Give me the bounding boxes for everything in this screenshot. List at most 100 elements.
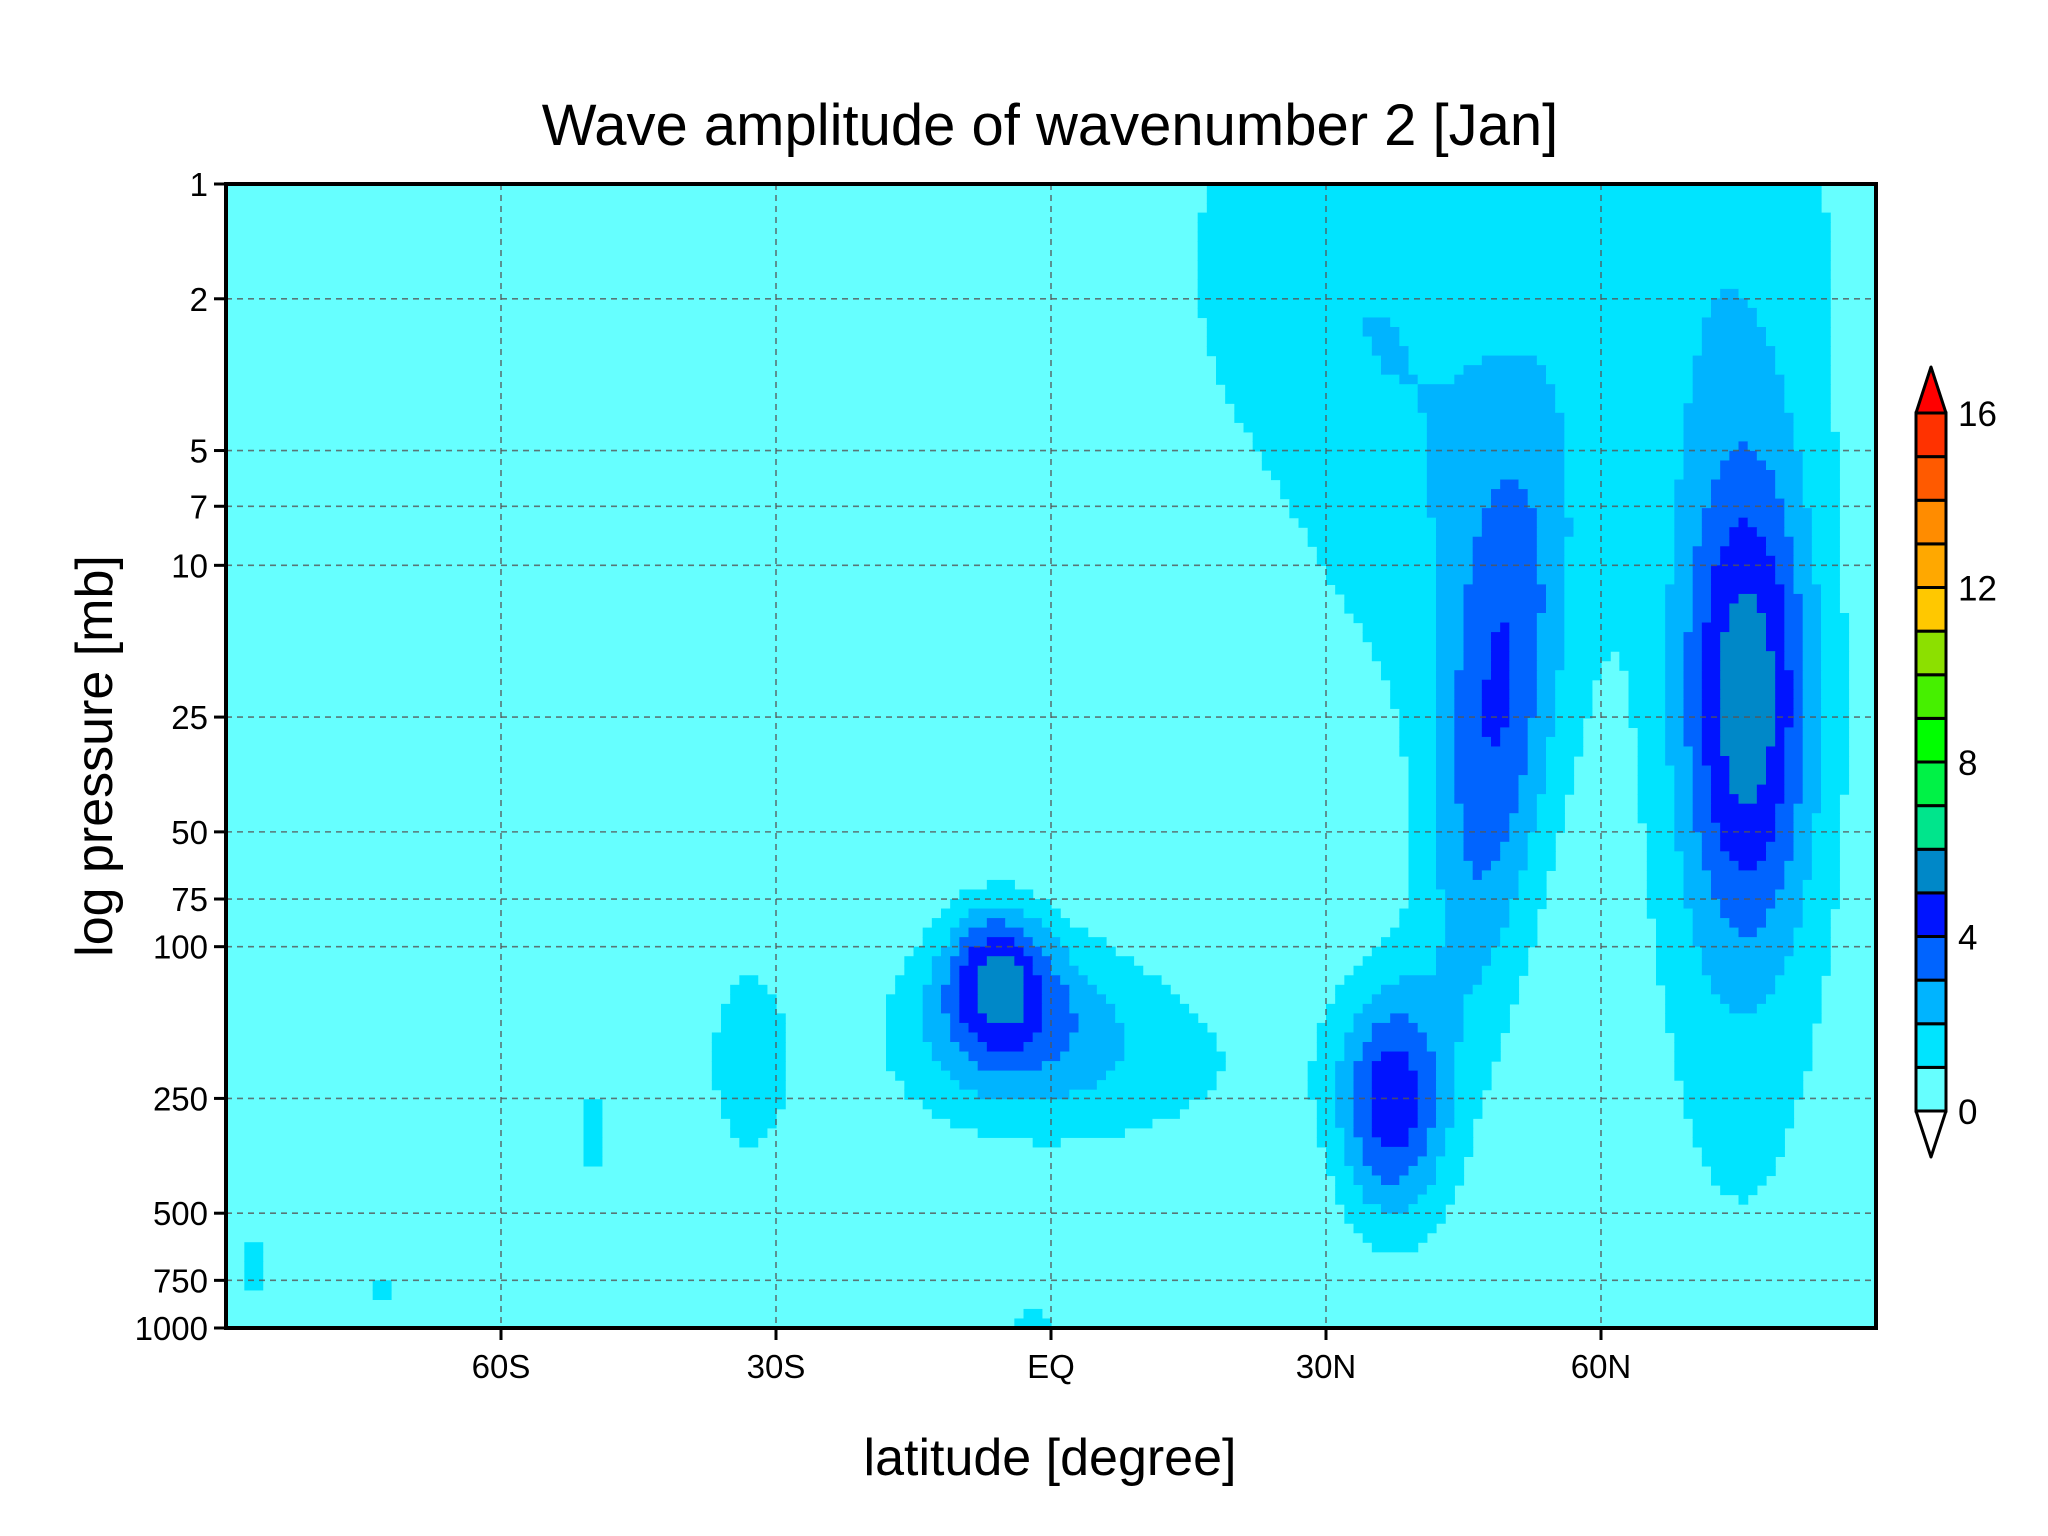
contour-cell [1536, 803, 1565, 814]
contour-cell [977, 1003, 1025, 1014]
contour-cell [1463, 1013, 1510, 1024]
contour-cell [1481, 527, 1538, 538]
contour-cell [1326, 1013, 1355, 1024]
contour-cell [1701, 517, 1740, 528]
colorbar-segment [1914, 847, 1948, 895]
contour-cell [1555, 679, 1593, 690]
contour-cell [986, 918, 1006, 929]
chart-title: Wave amplitude of wavenumber 2 [Jan] [542, 93, 1559, 158]
contour-cell [730, 1118, 777, 1129]
contour-cell [1784, 527, 1813, 538]
contour-cell [1766, 336, 1831, 347]
contour-cell [1417, 1194, 1455, 1205]
contour-cell [1536, 555, 1565, 566]
contour-cell [1399, 336, 1703, 347]
contour-cell [1665, 708, 1685, 719]
contour-cell [1243, 422, 1428, 433]
contour-cell [1436, 546, 1474, 557]
contour-cell [1674, 489, 1712, 500]
contour-cell [1564, 508, 1675, 519]
contour-cell [959, 1042, 988, 1053]
contour-cell [1683, 431, 1795, 442]
y-tick-label: 500 [153, 1195, 208, 1232]
contour-cell [1426, 441, 1565, 452]
contour-cell [1784, 508, 1813, 519]
contour-cell [1041, 994, 1070, 1005]
contour-cell [1766, 765, 1785, 776]
contour-cell [1729, 622, 1767, 633]
contour-cell [1711, 984, 1776, 995]
contour-cell [1023, 1013, 1043, 1024]
contour-cell [1811, 860, 1840, 871]
contour-cell [977, 1061, 1043, 1072]
contour-cell [1683, 660, 1703, 671]
contour-cell [968, 956, 988, 967]
contour-cell [1436, 527, 1483, 538]
contour-cell [1756, 860, 1785, 871]
contour-cell [1711, 775, 1730, 786]
contour-cell [931, 1108, 1180, 1119]
contour-cell [1206, 203, 1822, 214]
contour-cell [1381, 355, 1410, 366]
contour-cell [1417, 1108, 1437, 1119]
contour-cell [1500, 727, 1529, 738]
contour-cell [1445, 937, 1501, 948]
contour-cell [1564, 660, 1602, 671]
contour-cell [1344, 1137, 1364, 1148]
contour-cell [1362, 1232, 1428, 1243]
contour-cell [922, 1099, 1190, 1110]
contour-cell [1802, 889, 1840, 900]
contour-cell [1683, 899, 1721, 910]
contour-cell [1665, 1013, 1822, 1024]
contour-cell [1316, 1022, 1355, 1034]
contour-cell [1335, 1099, 1355, 1110]
contour-cell [1371, 1118, 1419, 1129]
contour-cell [1756, 784, 1785, 795]
contour-cell [1408, 765, 1437, 776]
contour-cell [1646, 851, 1685, 862]
contour-cell [1408, 1204, 1446, 1215]
contour-cell [1197, 298, 1712, 309]
contour-cell [1738, 794, 1758, 805]
contour-cell [1280, 489, 1428, 500]
contour-cell [1692, 613, 1712, 624]
contour-cell [1023, 908, 1061, 919]
contour-cell [959, 1080, 1098, 1091]
contour-cell [1692, 1118, 1795, 1129]
contour-cell [1491, 860, 1529, 871]
contour-cell [1701, 679, 1721, 690]
contour-cell [1417, 1099, 1437, 1110]
contour-cell [1518, 889, 1547, 900]
contour-cell [1720, 822, 1776, 833]
contour-cell [959, 1003, 979, 1014]
contour-cell [1316, 1032, 1345, 1043]
contour-cell [1701, 670, 1721, 681]
contour-cell [1500, 927, 1538, 938]
contour-cell [1197, 260, 1831, 271]
x-tick-label: 60N [1571, 1348, 1632, 1385]
contour-cell [959, 889, 1034, 900]
contour-cell [1353, 1165, 1373, 1177]
contour-cell [1656, 946, 1703, 957]
contour-cell [1784, 593, 1804, 605]
contour-cell [1665, 698, 1685, 709]
contour-cell [1436, 956, 1492, 967]
contour-cell [1546, 374, 1694, 385]
contour-cell [1445, 927, 1501, 938]
contour-cell [1738, 927, 1758, 938]
contour-cell [583, 1118, 603, 1129]
contour-cell [1793, 708, 1804, 719]
contour-cell [1821, 603, 1840, 614]
contour-cell [1793, 832, 1813, 843]
contour-cell [1353, 1022, 1373, 1034]
contour-cell [1060, 975, 1089, 986]
contour-cell [1536, 660, 1565, 671]
contour-cell [1674, 527, 1703, 538]
contour-cell [1564, 574, 1675, 585]
contour-cell [1115, 1061, 1226, 1072]
contour-cell [1426, 460, 1565, 471]
contour-cell [1692, 1127, 1785, 1138]
contour-cell [1408, 870, 1437, 881]
contour-cell [959, 1013, 988, 1024]
contour-cell [1371, 1127, 1410, 1138]
